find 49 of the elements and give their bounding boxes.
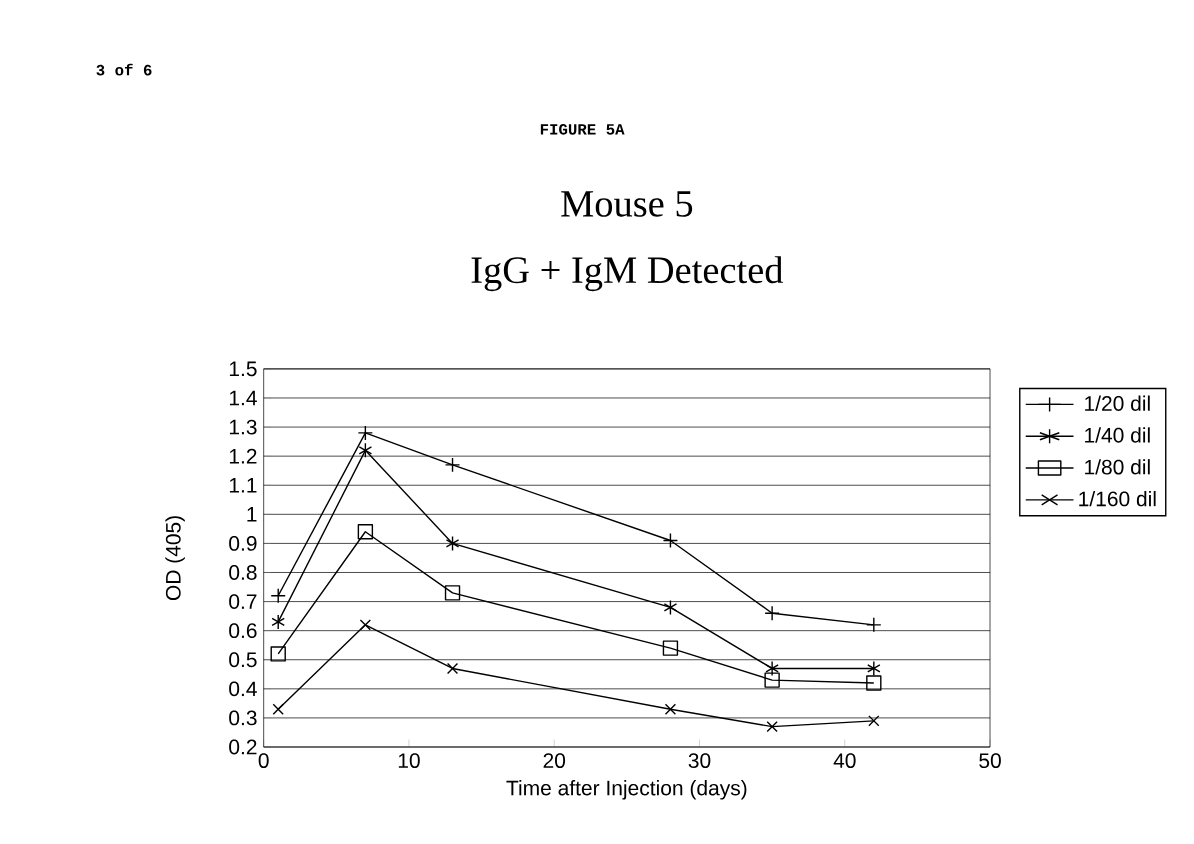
x-tick-label: 40 [833,753,856,769]
x-tick-label: 50 [979,753,1001,769]
y-tick-label: 0.5 [229,652,257,668]
y-tick-label: 0.6 [229,623,257,639]
caption: FIGURE 5A [540,124,625,135]
point [664,703,677,715]
y-tick-label: 0.3 [229,710,257,726]
y-tick-label: 0.4 [229,681,257,697]
legend-label: 1/40 dil [1085,427,1150,443]
y-tick-label: 1.1 [229,478,257,493]
point [270,646,286,662]
chart-subtitle: IgG + IgM Detected [471,256,784,292]
y-tick-label: 1.2 [229,448,257,464]
point [446,662,459,675]
point [272,703,284,715]
y-tick-label: 0.2 [229,739,257,755]
point [766,721,778,733]
y-axis-title: OD (405) [165,516,185,601]
point [662,640,679,656]
point [867,660,881,677]
y-tick-label: 0.8 [229,565,257,580]
point [868,715,880,727]
legend-label: 1/20 dil [1085,395,1150,411]
y-tick-label: 0.7 [229,594,257,609]
point [662,532,679,549]
point [271,614,285,630]
point [359,619,372,631]
text: 3 of 6 [96,63,152,76]
chart-title: Mouse 5 [561,191,693,217]
point [765,660,779,677]
x-axis-title: Time after Injection (days) [506,780,747,800]
legend-label: 1/160 dil [1079,490,1156,507]
point [764,672,780,688]
y-tick-label: 1.3 [229,419,257,435]
point [444,585,461,601]
x-tick-label: 10 [398,753,420,769]
y-tick-label: 1.4 [229,390,257,406]
point [357,524,374,540]
point [663,599,678,616]
x-tick-label: 0 [258,753,269,769]
y-tick-label: 0.9 [229,535,257,551]
x-tick-label: 20 [543,753,566,769]
point [445,535,460,552]
point [866,675,882,691]
legend-label: 1/80 dil [1085,459,1150,475]
x-tick-label: 30 [688,753,711,769]
point [358,442,373,459]
y-tick-label: 1 [247,507,257,522]
y-tick-label: 1.5 [229,361,257,377]
